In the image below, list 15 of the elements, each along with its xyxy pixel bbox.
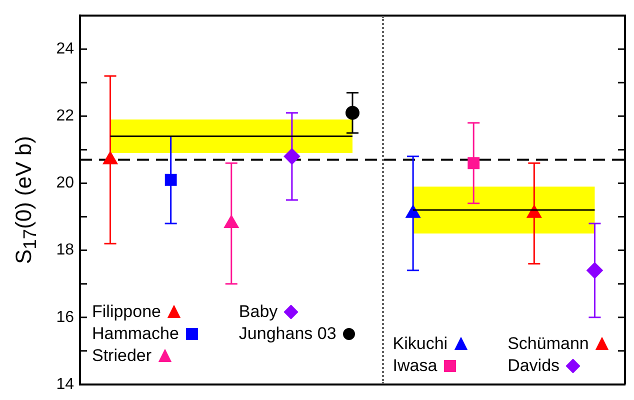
- y-tick-label: 14: [56, 376, 74, 393]
- legend-label: Hammache: [92, 324, 179, 344]
- legend-label: Baby: [238, 302, 278, 322]
- legend-label: Davids: [508, 356, 560, 376]
- y-tick-label: 24: [56, 40, 74, 58]
- y-tick-label: 20: [56, 174, 74, 192]
- legend-label: Junghans 03: [238, 324, 336, 344]
- y-tick-label: 16: [56, 308, 74, 326]
- y-tick-label: 18: [56, 242, 74, 259]
- legend-label: Iwasa: [392, 356, 438, 376]
- y-tick-label: 22: [56, 108, 74, 125]
- legend-label: Strieder: [92, 346, 152, 366]
- legend-label: Kikuchi: [392, 334, 448, 354]
- legend-label: Schümann: [508, 334, 589, 354]
- legend-label: Filippone: [92, 302, 161, 322]
